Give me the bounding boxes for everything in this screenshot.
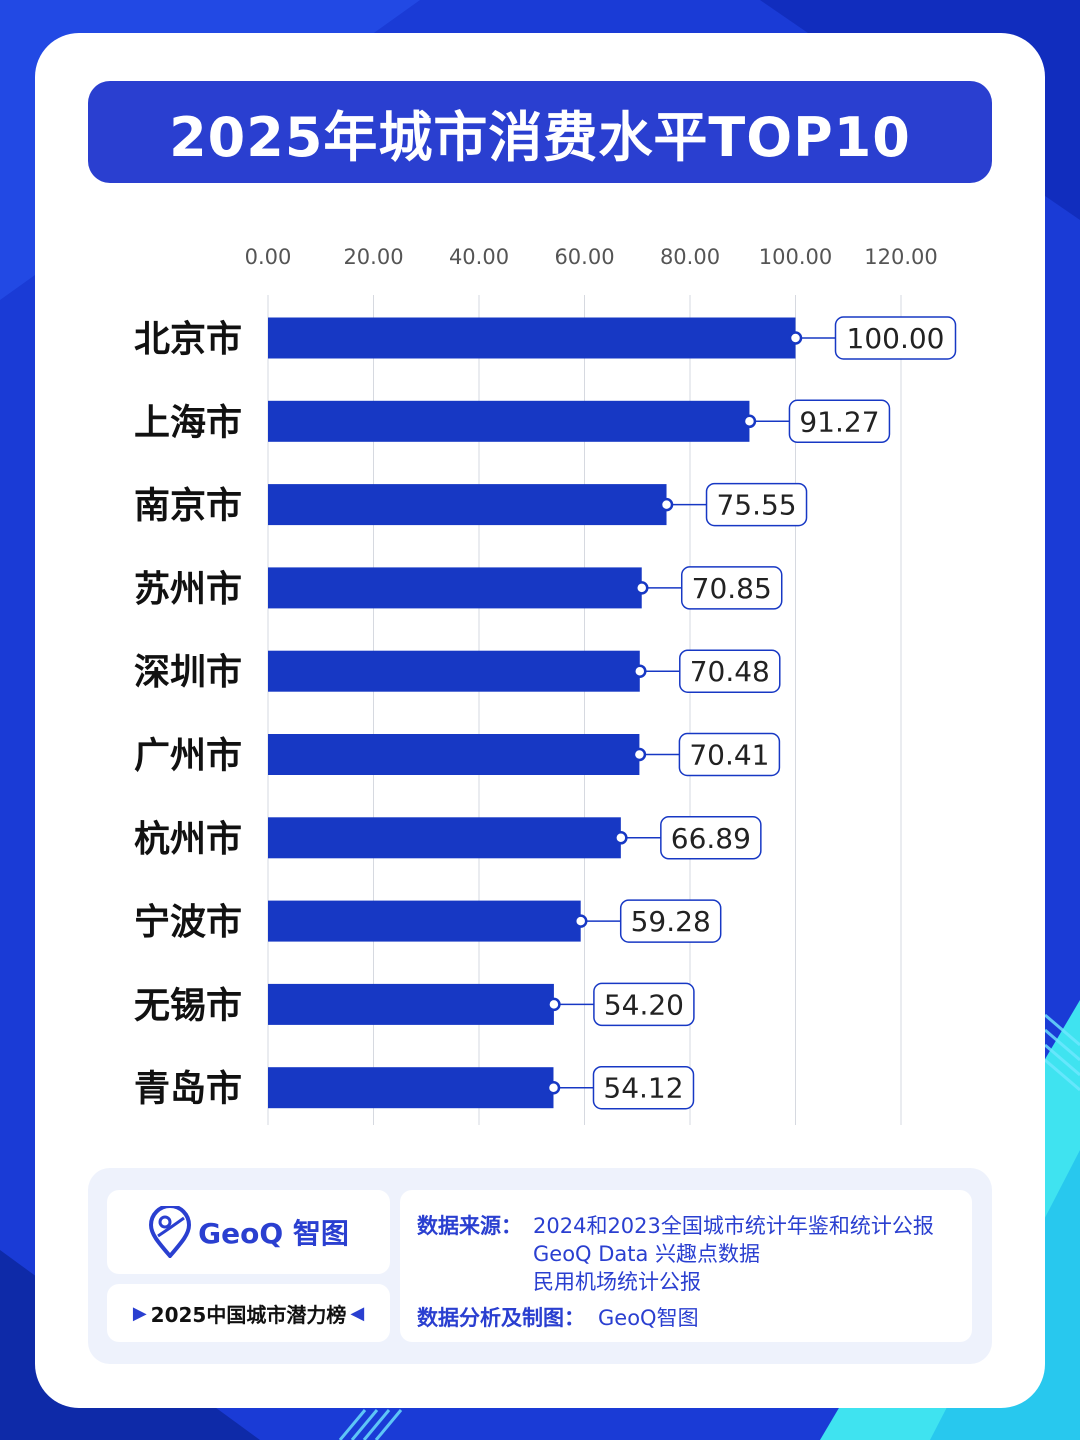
- x-tick-label: 80.00: [660, 245, 720, 269]
- category-label: 杭州市: [134, 818, 242, 860]
- value-label: 66.89: [671, 822, 751, 855]
- source-label: 数据来源：: [417, 1214, 522, 1238]
- bar: [268, 900, 581, 942]
- category-label: 深圳市: [134, 652, 242, 693]
- value-label-box: [592, 1065, 695, 1110]
- category-label: 无锡市: [134, 985, 242, 1026]
- value-label: 70.48: [690, 655, 770, 688]
- bar: [268, 650, 640, 692]
- value-label-box: [680, 566, 783, 610]
- value-label: 100.00: [847, 322, 945, 355]
- source-line-3: 民用机场统计公报: [533, 1270, 701, 1294]
- callout-dot: [632, 747, 647, 762]
- category-label: 上海市: [134, 402, 242, 443]
- value-label: 70.85: [692, 572, 772, 605]
- x-tick-label: 40.00: [449, 245, 509, 269]
- bar: [268, 734, 640, 775]
- category-label: 北京市: [134, 318, 242, 360]
- tag-box: ▶ 2025中国城市潜力榜 ◀: [107, 1284, 390, 1342]
- triangle-left-icon: ◀: [350, 1302, 365, 1324]
- value-label-box: [679, 649, 781, 693]
- value-label: 70.41: [689, 739, 769, 772]
- chart-title: 2025年城市消费水平TOP10: [169, 105, 911, 169]
- category-label: 广州市: [134, 736, 242, 777]
- x-tick-label: 100.00: [759, 245, 832, 269]
- source-line-2: GeoQ Data 兴趣点数据: [533, 1242, 761, 1266]
- callout-dot: [546, 1080, 561, 1095]
- value-label: 91.27: [799, 405, 879, 438]
- bar: [268, 400, 750, 442]
- map-pin-logo-icon: [149, 1206, 192, 1258]
- logo-text: GeoQ 智图: [198, 1217, 349, 1250]
- source-line-1: 2024和2023全国城市统计年鉴和统计公报: [533, 1214, 934, 1238]
- callout-dot: [614, 831, 628, 845]
- callout-dot: [573, 914, 588, 928]
- logo-box: GeoQ 智图: [107, 1190, 390, 1274]
- category-label: 宁波市: [134, 902, 242, 943]
- value-label-box: [834, 316, 957, 360]
- value-label-box: [660, 816, 762, 860]
- triangle-right-icon: ▶: [132, 1302, 147, 1324]
- analysis-label: 数据分析及制图：: [417, 1306, 585, 1330]
- value-label-box: [593, 982, 695, 1027]
- category-label: 青岛市: [134, 1069, 242, 1110]
- bar: [268, 484, 667, 526]
- bar: [268, 567, 642, 609]
- category-label: 苏州市: [134, 569, 242, 610]
- x-tick-label: 20.00: [343, 245, 403, 269]
- bar: [268, 1067, 554, 1109]
- x-tick-label: 0.00: [245, 245, 292, 269]
- value-label: 54.20: [604, 988, 684, 1021]
- category-label: 南京市: [134, 485, 242, 527]
- x-tick-label: 120.00: [864, 245, 937, 269]
- title-banner: 2025年城市消费水平TOP10: [88, 81, 992, 183]
- bar: [268, 317, 796, 359]
- callout-dot: [742, 414, 757, 429]
- callout-dot: [634, 581, 649, 595]
- analysis-value: GeoQ智图: [598, 1306, 699, 1330]
- callout-dot: [547, 997, 561, 1012]
- x-tick-label: 60.00: [554, 245, 614, 269]
- value-label: 59.28: [631, 905, 711, 938]
- callout-dot: [788, 331, 803, 345]
- source-box: 数据来源： 2024和2023全国城市统计年鉴和统计公报 GeoQ Data 兴…: [400, 1190, 972, 1342]
- value-label-box: [619, 899, 722, 943]
- bar: [268, 983, 554, 1025]
- value-label-box: [788, 399, 891, 444]
- callout-dot: [659, 497, 674, 512]
- value-label-box: [678, 732, 781, 777]
- bar: [268, 817, 621, 859]
- value-label-box: [705, 482, 808, 527]
- tag-text: 2025中国城市潜力榜: [150, 1302, 347, 1327]
- value-label: 54.12: [603, 1072, 683, 1105]
- value-label: 75.55: [716, 489, 796, 522]
- callout-dot: [633, 664, 647, 678]
